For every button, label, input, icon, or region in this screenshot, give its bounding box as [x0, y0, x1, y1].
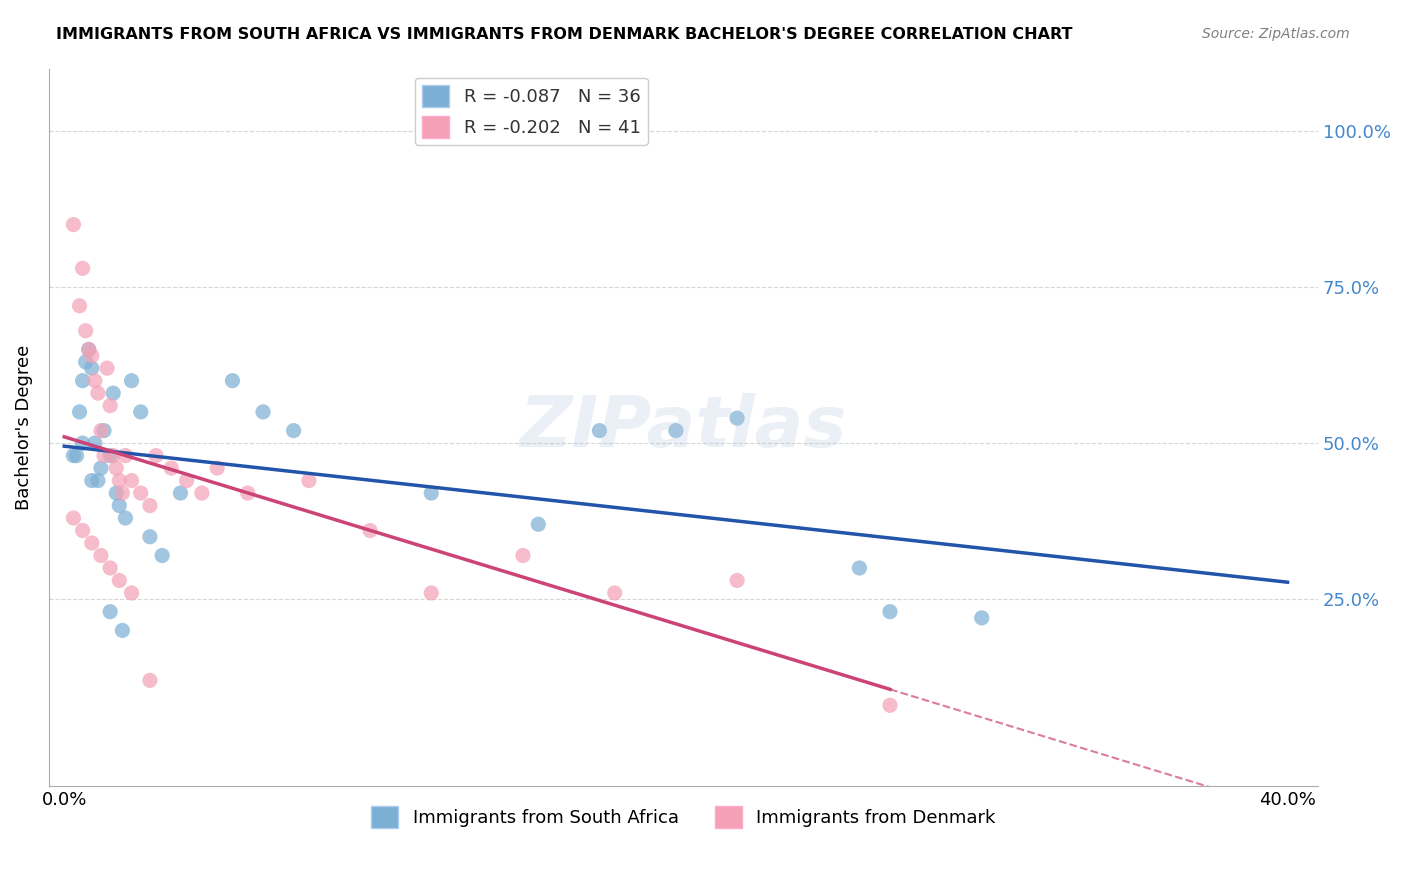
Point	[62, 511, 84, 525]
Point	[848, 561, 870, 575]
Point	[121, 474, 143, 488]
Point	[725, 411, 748, 425]
Point	[111, 486, 134, 500]
Point	[98, 449, 121, 463]
Point	[252, 405, 274, 419]
Point	[65, 449, 87, 463]
Point	[62, 218, 84, 232]
Point	[103, 449, 125, 463]
Point	[359, 524, 381, 538]
Point	[75, 355, 97, 369]
Point	[725, 574, 748, 588]
Point	[169, 486, 191, 500]
Point	[69, 405, 91, 419]
Text: IMMIGRANTS FROM SOUTH AFRICA VS IMMIGRANTS FROM DENMARK BACHELOR'S DEGREE CORREL: IMMIGRANTS FROM SOUTH AFRICA VS IMMIGRAN…	[56, 27, 1073, 42]
Point	[121, 586, 143, 600]
Point	[527, 517, 550, 532]
Point	[129, 486, 152, 500]
Point	[62, 449, 84, 463]
Text: Source: ZipAtlas.com: Source: ZipAtlas.com	[1202, 27, 1350, 41]
Point	[90, 424, 112, 438]
Point	[72, 374, 94, 388]
Point	[221, 374, 243, 388]
Point	[512, 549, 534, 563]
Point	[121, 374, 143, 388]
Point	[139, 499, 162, 513]
Point	[139, 530, 162, 544]
Point	[283, 424, 305, 438]
Point	[236, 486, 259, 500]
Point	[93, 424, 115, 438]
Text: ZIPatlas: ZIPatlas	[520, 393, 848, 462]
Point	[98, 399, 121, 413]
Point	[588, 424, 610, 438]
Point	[420, 586, 443, 600]
Point	[420, 486, 443, 500]
Point	[83, 436, 105, 450]
Point	[90, 549, 112, 563]
Point	[72, 524, 94, 538]
Point	[69, 299, 91, 313]
Point	[108, 499, 131, 513]
Point	[105, 461, 128, 475]
Point	[205, 461, 228, 475]
Point	[603, 586, 626, 600]
Point	[90, 461, 112, 475]
Legend: Immigrants from South Africa, Immigrants from Denmark: Immigrants from South Africa, Immigrants…	[364, 798, 1002, 835]
Point	[114, 449, 136, 463]
Point	[191, 486, 214, 500]
Point	[72, 436, 94, 450]
Point	[145, 449, 167, 463]
Point	[129, 405, 152, 419]
Point	[150, 549, 173, 563]
Point	[111, 624, 134, 638]
Y-axis label: Bachelor's Degree: Bachelor's Degree	[15, 345, 32, 510]
Point	[98, 561, 121, 575]
Point	[139, 673, 162, 688]
Point	[72, 261, 94, 276]
Point	[970, 611, 993, 625]
Point	[103, 386, 125, 401]
Point	[105, 486, 128, 500]
Point	[879, 605, 901, 619]
Point	[83, 374, 105, 388]
Point	[879, 698, 901, 713]
Point	[96, 361, 118, 376]
Point	[80, 349, 103, 363]
Point	[77, 343, 100, 357]
Point	[108, 474, 131, 488]
Point	[80, 361, 103, 376]
Point	[80, 474, 103, 488]
Point	[108, 574, 131, 588]
Point	[98, 605, 121, 619]
Point	[77, 343, 100, 357]
Point	[75, 324, 97, 338]
Point	[80, 536, 103, 550]
Point	[87, 386, 110, 401]
Point	[93, 449, 115, 463]
Point	[160, 461, 183, 475]
Point	[114, 511, 136, 525]
Point	[298, 474, 321, 488]
Point	[176, 474, 198, 488]
Point	[87, 474, 110, 488]
Point	[665, 424, 688, 438]
